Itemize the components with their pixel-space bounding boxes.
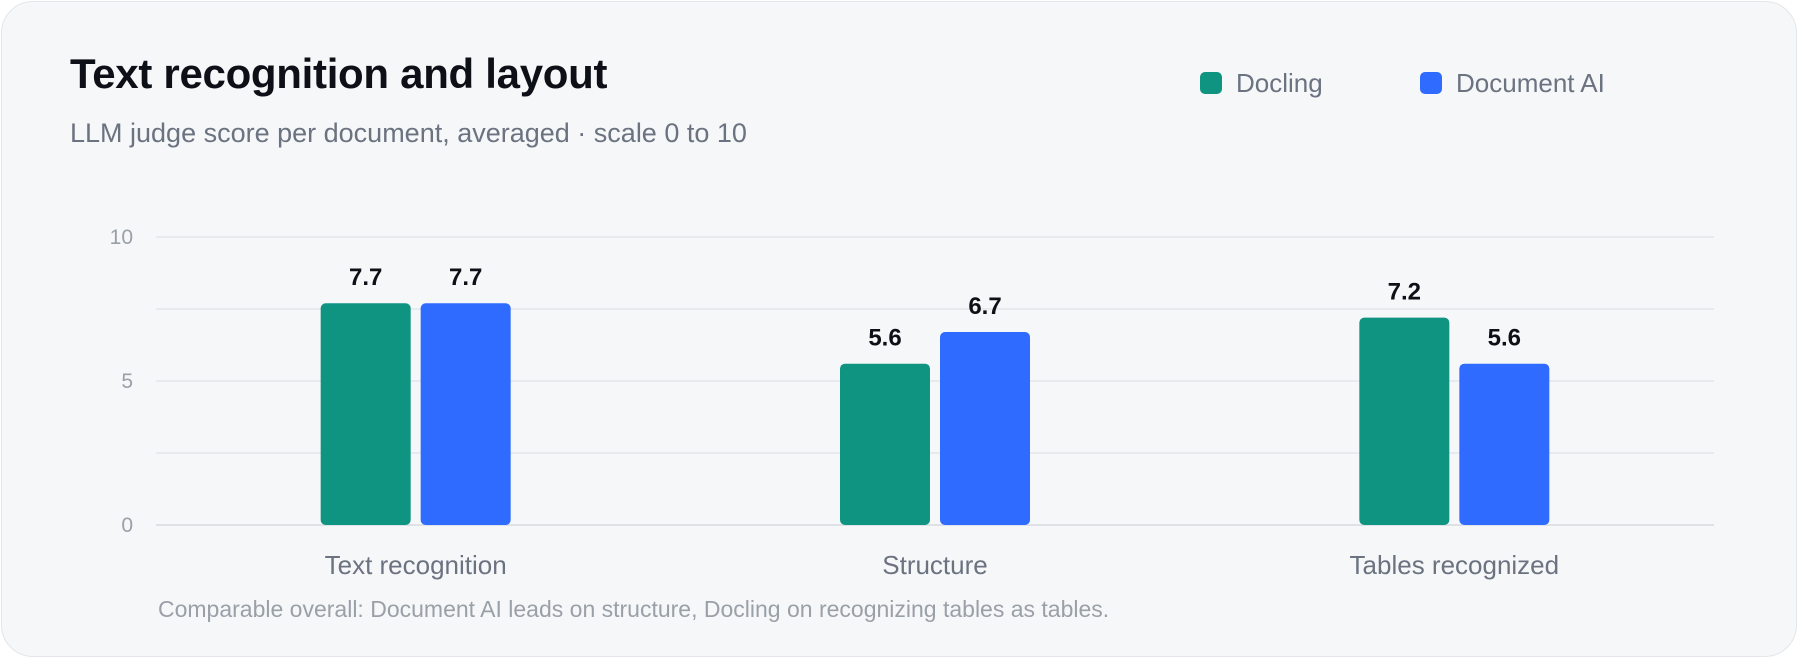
bar-docling-1 [840, 363, 930, 525]
bar-document-ai-0 [420, 303, 511, 525]
bar-value-label: 7.7 [349, 264, 382, 291]
legend-item-docling: Docling [1200, 68, 1323, 98]
bar-value-label: 5.6 [868, 325, 901, 352]
bar-docling-2 [1359, 317, 1450, 525]
bar-document-ai-1 [940, 332, 1030, 525]
legend-swatch-docling [1200, 72, 1222, 94]
bar-value-label: 7.2 [1388, 279, 1421, 306]
x-category-label: Tables recognized [1350, 550, 1560, 580]
chart-title: Text recognition and layout [70, 50, 608, 97]
bar-value-label: 5.6 [1488, 325, 1521, 352]
bar-value-label: 6.7 [968, 293, 1001, 320]
chart-footnote: Comparable overall: Document AI leads on… [158, 596, 1110, 622]
y-tick-label: 0 [121, 514, 133, 537]
legend-label-document-ai: Document AI [1456, 67, 1605, 98]
bar-document-ai-2 [1459, 363, 1550, 525]
legend-swatch-document-ai [1420, 72, 1442, 94]
bar-value-label: 7.7 [449, 264, 482, 291]
legend-label-docling: Docling [1236, 67, 1323, 98]
chart-subtitle: LLM judge score per document, averaged ·… [70, 118, 747, 148]
x-category-label: Structure [882, 550, 988, 580]
y-tick-label: 10 [110, 226, 133, 249]
y-tick-label: 5 [121, 370, 133, 393]
x-category-label: Text recognition [325, 550, 507, 580]
legend-item-document-ai: Document AI [1420, 68, 1605, 98]
bar-docling-0 [320, 303, 411, 525]
